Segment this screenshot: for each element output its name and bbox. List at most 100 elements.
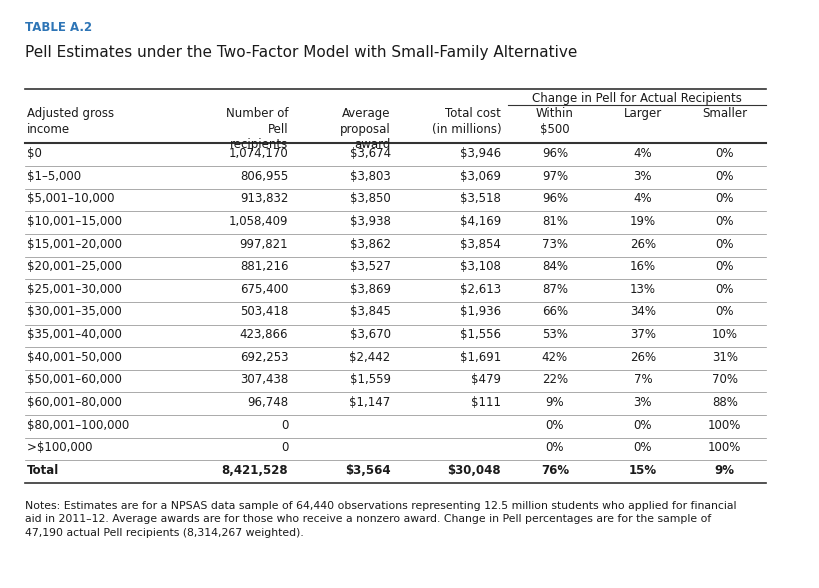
Text: 42%: 42% [542,350,568,364]
Text: $3,518: $3,518 [460,192,501,205]
Text: 10%: 10% [712,328,738,341]
Text: 73%: 73% [542,238,568,250]
Text: 997,821: 997,821 [240,238,288,250]
Text: 0: 0 [281,419,288,432]
Text: 0%: 0% [634,441,652,455]
Text: $3,862: $3,862 [350,238,391,250]
Text: 881,216: 881,216 [240,260,288,273]
Text: $0: $0 [27,147,42,160]
Text: $3,674: $3,674 [350,147,391,160]
Text: 9%: 9% [545,396,564,409]
Text: Total: Total [27,464,59,477]
Text: Average
proposal
award: Average proposal award [340,107,391,151]
Text: $3,845: $3,845 [350,306,391,319]
Text: 0%: 0% [716,238,734,250]
Text: $30,048: $30,048 [448,464,501,477]
Text: 26%: 26% [630,238,656,250]
Text: 81%: 81% [542,215,568,228]
Text: 0%: 0% [716,147,734,160]
Text: $60,001–80,000: $60,001–80,000 [27,396,122,409]
Text: 31%: 31% [712,350,738,364]
Text: $15,001–20,000: $15,001–20,000 [27,238,122,250]
Text: 675,400: 675,400 [240,283,288,296]
Text: 8,421,528: 8,421,528 [222,464,288,477]
Text: $3,069: $3,069 [460,169,501,183]
Text: 0: 0 [281,441,288,455]
Text: $50,001–60,000: $50,001–60,000 [27,373,122,386]
Text: 423,866: 423,866 [240,328,288,341]
Text: Change in Pell for Actual Recipients: Change in Pell for Actual Recipients [532,92,742,105]
Text: 0%: 0% [634,419,652,432]
Text: 96%: 96% [542,147,568,160]
Text: $2,613: $2,613 [460,283,501,296]
Text: $3,854: $3,854 [460,238,501,250]
Text: $35,001–40,000: $35,001–40,000 [27,328,122,341]
Text: $10,001–15,000: $10,001–15,000 [27,215,122,228]
Text: $1,559: $1,559 [350,373,391,386]
Text: $3,869: $3,869 [350,283,391,296]
Text: $3,564: $3,564 [345,464,391,477]
Text: $3,670: $3,670 [350,328,391,341]
Text: 692,253: 692,253 [240,350,288,364]
Text: Larger: Larger [624,107,662,120]
Text: $80,001–100,000: $80,001–100,000 [27,419,129,432]
Text: Pell Estimates under the Two-Factor Model with Small-Family Alternative: Pell Estimates under the Two-Factor Mode… [25,45,577,61]
Text: 13%: 13% [630,283,656,296]
Text: $111: $111 [471,396,501,409]
Text: 100%: 100% [708,441,741,455]
Text: $5,001–10,000: $5,001–10,000 [27,192,115,205]
Text: 96%: 96% [542,192,568,205]
Text: $3,527: $3,527 [350,260,391,273]
Text: $30,001–35,000: $30,001–35,000 [27,306,122,319]
Text: 0%: 0% [716,169,734,183]
Text: 37%: 37% [630,328,656,341]
Text: $3,850: $3,850 [350,192,391,205]
Text: 503,418: 503,418 [240,306,288,319]
Text: Smaller: Smaller [702,107,748,120]
Text: $479: $479 [471,373,501,386]
Text: $1,936: $1,936 [460,306,501,319]
Text: Notes: Estimates are for a NPSAS data sample of 64,440 observations representing: Notes: Estimates are for a NPSAS data sa… [25,501,736,538]
Text: 0%: 0% [545,441,564,455]
Text: $3,946: $3,946 [460,147,501,160]
Text: 3%: 3% [634,396,652,409]
Text: Total cost
(in millions): Total cost (in millions) [432,107,501,135]
Text: 4%: 4% [634,192,652,205]
Text: 307,438: 307,438 [240,373,288,386]
Text: $1,691: $1,691 [460,350,501,364]
Text: 1,074,170: 1,074,170 [229,147,288,160]
Text: 3%: 3% [634,169,652,183]
Text: >​$100,000: >​$100,000 [27,441,93,455]
Text: 76%: 76% [541,464,569,477]
Text: Adjusted gross
income: Adjusted gross income [27,107,114,135]
Text: $3,938: $3,938 [350,215,391,228]
Text: 97%: 97% [542,169,568,183]
Text: 0%: 0% [545,419,564,432]
Text: 53%: 53% [542,328,568,341]
Text: 88%: 88% [712,396,738,409]
Text: 26%: 26% [630,350,656,364]
Text: 0%: 0% [716,306,734,319]
Text: 96,748: 96,748 [247,396,288,409]
Text: $1–5,000: $1–5,000 [27,169,81,183]
Text: $4,169: $4,169 [460,215,501,228]
Text: 913,832: 913,832 [240,192,288,205]
Text: $3,108: $3,108 [460,260,501,273]
Text: $2,442: $2,442 [350,350,391,364]
Text: 1,058,409: 1,058,409 [229,215,288,228]
Text: 806,955: 806,955 [240,169,288,183]
Text: 0%: 0% [716,215,734,228]
Text: 16%: 16% [630,260,656,273]
Text: 15%: 15% [629,464,657,477]
Text: 84%: 84% [542,260,568,273]
Text: 70%: 70% [712,373,738,386]
Text: 0%: 0% [716,192,734,205]
Text: 4%: 4% [634,147,652,160]
Text: 87%: 87% [542,283,568,296]
Text: $3,803: $3,803 [350,169,391,183]
Text: 9%: 9% [715,464,735,477]
Text: Number of
Pell
recipients: Number of Pell recipients [226,107,288,151]
Text: $25,001–30,000: $25,001–30,000 [27,283,122,296]
Text: 7%: 7% [634,373,652,386]
Text: 66%: 66% [542,306,568,319]
